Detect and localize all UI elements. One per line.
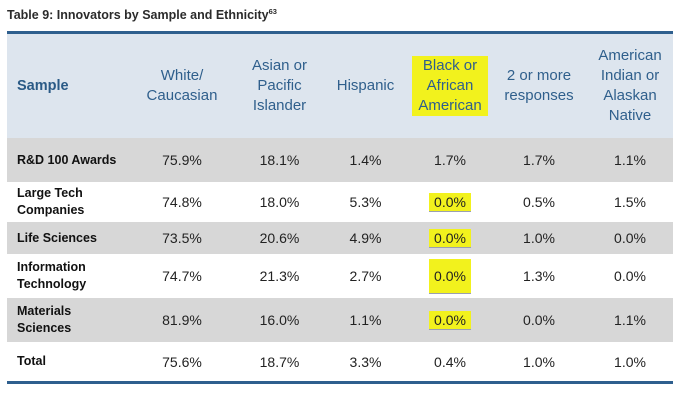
header-sample: Sample (17, 78, 69, 94)
cell-black: 0.0% (409, 182, 491, 222)
cell-asian: 16.0% (259, 312, 300, 328)
table-row: Large Tech Companies 74.8% 18.0% 5.3% 0.… (7, 182, 673, 222)
cell-black: 0.0% (409, 298, 491, 342)
footnote-marker: 63 (268, 6, 277, 16)
cell-two-or-more: 1.3% (523, 268, 555, 284)
table-row: Life Sciences 73.5% 20.6% 4.9% 0.0% 1.0%… (7, 222, 673, 254)
table-header: Sample White/ Caucasian Asian or Pacific… (7, 34, 673, 138)
cell-asian: 21.3% (259, 268, 300, 284)
cell-hispanic: 1.1% (349, 312, 382, 328)
header-black-african-american: Black or African American (409, 34, 491, 138)
cell-hispanic: 3.3% (349, 353, 382, 370)
top-rule (7, 31, 673, 34)
cell-american-indian: 1.1% (614, 312, 646, 328)
cell-american-indian: 0.0% (614, 268, 646, 284)
cell-asian: 18.0% (259, 194, 300, 210)
cell-black: 0.0% (409, 222, 491, 254)
cell-two-or-more: 0.0% (523, 312, 555, 328)
cell-white: 81.9% (162, 312, 202, 328)
cell-two-or-more: 0.5% (523, 194, 555, 210)
row-label: R&D 100 Awards (17, 152, 117, 167)
cell-hispanic: 1.4% (349, 152, 382, 168)
cell-black: 1.7% (434, 152, 466, 168)
header-asian-pacific-islander: Asian or Pacific Islander (251, 57, 308, 114)
cell-two-or-more: 1.0% (523, 353, 555, 370)
row-label: Large Tech Companies (17, 186, 85, 217)
cell-hispanic: 2.7% (349, 268, 382, 284)
cell-american-indian: 1.0% (614, 353, 646, 370)
cell-two-or-more: 1.7% (523, 152, 555, 168)
cell-asian: 18.1% (259, 152, 300, 168)
cell-american-indian: 1.5% (614, 194, 646, 210)
header-american-indian-alaskan-native: American Indian or Alaskan Native (598, 47, 662, 124)
cell-two-or-more: 1.0% (523, 230, 555, 246)
cell-asian: 18.7% (259, 353, 300, 370)
bottom-rule (7, 381, 673, 384)
header-two-or-more: 2 or more responses (504, 67, 574, 104)
row-label: Total (17, 354, 46, 368)
table-row: Information Technology 74.7% 21.3% 2.7% … (7, 254, 673, 298)
cell-white: 73.5% (162, 230, 202, 246)
row-label: Materials Sciences (17, 304, 72, 335)
cell-white: 74.8% (162, 194, 202, 210)
cell-american-indian: 1.1% (614, 152, 646, 168)
table-row: R&D 100 Awards 75.9% 18.1% 1.4% 1.7% 1.7… (7, 138, 673, 182)
row-label: Life Sciences (17, 230, 97, 245)
cell-hispanic: 4.9% (349, 230, 382, 246)
header-hispanic: Hispanic (336, 77, 395, 94)
cell-white: 75.6% (162, 353, 202, 370)
cell-white: 75.9% (162, 152, 202, 168)
cell-black: 0.4% (434, 353, 466, 370)
header-white-caucasian: White/ Caucasian (146, 67, 218, 104)
cell-white: 74.7% (162, 268, 202, 284)
cell-american-indian: 0.0% (614, 230, 646, 246)
row-label: Information Technology (17, 260, 87, 291)
table-row: Materials Sciences 81.9% 16.0% 1.1% 0.0%… (7, 298, 673, 342)
cell-asian: 20.6% (259, 230, 300, 246)
cell-black: 0.0% (409, 254, 491, 298)
table-title: Table 9: Innovators by Sample and Ethnic… (7, 6, 277, 22)
table-row-total: Total 75.6% 18.7% 3.3% 0.4% 1.0% 1.0% (7, 342, 673, 381)
cell-hispanic: 5.3% (349, 194, 382, 210)
